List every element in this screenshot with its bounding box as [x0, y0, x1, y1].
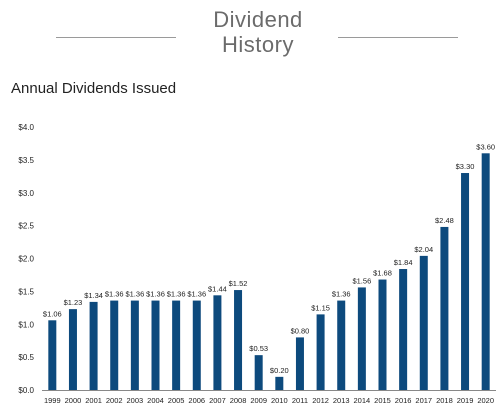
page-title-line-2: History — [222, 32, 294, 57]
x-tick-label-2011: 2011 — [292, 396, 308, 405]
bar-2005 — [172, 300, 181, 390]
data-label-1999: $1.06 — [43, 309, 62, 318]
bar-2014 — [357, 287, 366, 390]
bar-2020 — [481, 153, 490, 390]
x-tick-label-2002: 2002 — [106, 396, 123, 405]
data-label-2004: $1.36 — [146, 290, 165, 299]
bar-2001 — [89, 301, 98, 390]
bar-2011 — [295, 337, 304, 390]
data-label-2011: $0.80 — [291, 326, 310, 335]
bar-2008 — [234, 290, 243, 390]
x-tick-label-2008: 2008 — [230, 396, 247, 405]
y-tick-label: $3.5 — [18, 156, 34, 165]
data-label-2013: $1.36 — [332, 290, 351, 299]
x-tick-label-2007: 2007 — [209, 396, 226, 405]
bar-2003 — [130, 300, 139, 390]
x-tick-label-2019: 2019 — [457, 396, 474, 405]
bar-2016 — [399, 269, 408, 390]
y-tick-label: $0.0 — [18, 386, 34, 395]
x-tick-label-2003: 2003 — [127, 396, 144, 405]
data-label-2018: $2.48 — [435, 216, 454, 225]
y-tick-label: $2.0 — [18, 255, 34, 264]
page-title-line-1: Dividend — [213, 7, 303, 32]
data-label-2005: $1.36 — [167, 290, 186, 299]
data-label-2008: $1.52 — [229, 279, 248, 288]
data-label-2009: $0.53 — [249, 344, 268, 353]
x-tick-label-2018: 2018 — [436, 396, 453, 405]
x-tick-label-1999: 1999 — [44, 396, 61, 405]
data-label-2020: $3.60 — [476, 142, 495, 151]
x-tick-label-2010: 2010 — [271, 396, 288, 405]
x-tick-label-2005: 2005 — [168, 396, 185, 405]
dividend-bar-chart: $0.0 $0.5 $1.0 $1.5 $2.0 $2.5 $3.0 $3.5 $4.0 $1.… — [18, 123, 496, 405]
x-tick-label-2000: 2000 — [65, 396, 82, 405]
header-rule-right — [338, 37, 458, 38]
bar-2009 — [254, 355, 263, 390]
bar-2007 — [213, 295, 222, 390]
y-tick-label: $3.0 — [18, 189, 34, 198]
page-title: Dividend History — [180, 7, 336, 57]
header-rule-left — [56, 37, 176, 38]
data-label-2019: $3.30 — [456, 162, 475, 171]
bar-1999 — [48, 320, 57, 390]
bar-2004 — [151, 300, 160, 390]
data-label-2007: $1.44 — [208, 284, 227, 293]
data-labels: $1.06$1.23$1.34 $1.36 $1.36 $1.36 $1.36 $1.36… — [43, 142, 495, 375]
data-label-2003: $1.36 — [125, 290, 144, 299]
bar-2000 — [68, 309, 77, 390]
bar-2006 — [192, 300, 201, 390]
x-tick-label-2009: 2009 — [250, 396, 267, 405]
y-tick-label: $0.5 — [18, 353, 34, 362]
x-tick-label-2020: 2020 — [477, 396, 494, 405]
chart-title: Annual Dividends Issued — [11, 80, 177, 97]
data-label-2002: $1.36 — [105, 290, 124, 299]
x-axis: 1999 2000 2001 2002 2003 2004 2005 2006 2007 2008… — [42, 390, 496, 405]
y-tick-label: $2.5 — [18, 222, 34, 231]
x-tick-label-2014: 2014 — [354, 396, 371, 405]
x-tick-label-2017: 2017 — [415, 396, 432, 405]
data-label-2016: $1.84 — [394, 258, 413, 267]
y-tick-label: $1.0 — [18, 320, 34, 329]
bars — [48, 153, 490, 390]
y-tick-label: $1.5 — [18, 287, 34, 296]
data-label-2000: $1.23 — [64, 298, 83, 307]
x-tick-label-2016: 2016 — [395, 396, 412, 405]
page-header: Dividend History — [0, 4, 500, 60]
x-tick-label-2015: 2015 — [374, 396, 391, 405]
x-tick-label-2001: 2001 — [85, 396, 102, 405]
x-tick-label-2006: 2006 — [188, 396, 205, 405]
bar-2015 — [378, 279, 387, 390]
x-tick-label-2004: 2004 — [147, 396, 164, 405]
bar-2010 — [275, 376, 284, 390]
x-tick-label-2013: 2013 — [333, 396, 350, 405]
data-label-2010: $0.20 — [270, 366, 289, 375]
bar-2013 — [337, 300, 346, 390]
bar-2012 — [316, 314, 325, 390]
data-label-2017: $2.04 — [414, 245, 433, 254]
y-tick-label: $4.0 — [18, 123, 34, 132]
data-label-2012: $1.15 — [311, 303, 330, 312]
x-tick-label-2012: 2012 — [312, 396, 329, 405]
bar-2002 — [110, 300, 119, 390]
data-label-2015: $1.68 — [373, 269, 392, 278]
bar-2018 — [440, 226, 449, 390]
data-label-2014: $1.56 — [352, 276, 371, 285]
data-label-2006: $1.36 — [187, 290, 206, 299]
bar-2019 — [461, 173, 470, 390]
data-label-2001: $1.34 — [84, 291, 103, 300]
bar-2017 — [419, 255, 428, 390]
y-axis: $0.0 $0.5 $1.0 $1.5 $2.0 $2.5 $3.0 $3.5 $4.0 — [18, 123, 34, 395]
